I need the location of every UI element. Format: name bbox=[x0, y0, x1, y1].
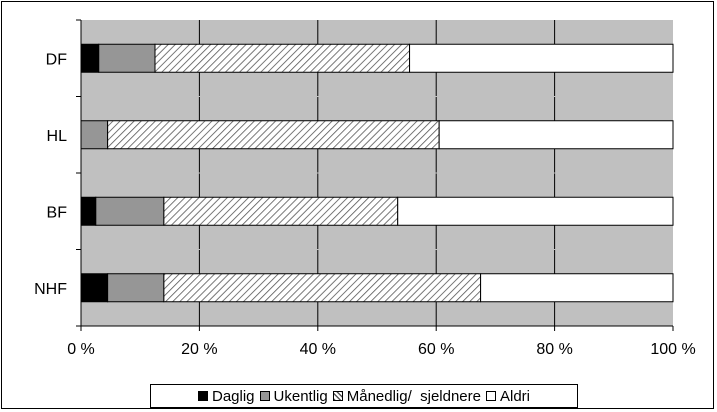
bar-nhf-2 bbox=[107, 273, 165, 303]
bar-df-2 bbox=[98, 43, 156, 73]
x-tick-label: 0 % bbox=[67, 341, 95, 358]
x-tick-label: 60 % bbox=[418, 341, 454, 358]
category-labels: DF HL BF NHF bbox=[34, 51, 67, 298]
category-label: NHF bbox=[34, 281, 67, 298]
legend-entry: Månedlig/ sjeldnere bbox=[332, 387, 481, 405]
bar-hl-4 bbox=[438, 120, 674, 150]
bar-nhf-1 bbox=[80, 273, 109, 303]
legend-label: Aldri bbox=[499, 387, 530, 405]
legend-swatch bbox=[485, 391, 496, 401]
bar-nhf-4 bbox=[480, 273, 674, 303]
legend-entry: Ukentlig bbox=[259, 387, 328, 405]
x-tick-label: 80 % bbox=[536, 341, 572, 358]
bar-bf-4 bbox=[397, 196, 674, 226]
x-tick-label: 40 % bbox=[300, 341, 336, 358]
category-label: BF bbox=[47, 204, 68, 221]
legend-entry: Aldri bbox=[485, 387, 530, 405]
category-label: HL bbox=[47, 128, 68, 145]
legend-swatch bbox=[198, 391, 208, 401]
bar-df-3 bbox=[154, 43, 411, 73]
category-label: DF bbox=[46, 51, 68, 68]
legend-label: Ukentlig bbox=[273, 387, 328, 405]
bar-df-1 bbox=[80, 43, 100, 73]
bar-bf-1 bbox=[80, 196, 97, 226]
legend-swatch bbox=[259, 391, 270, 401]
bar-nhf-3 bbox=[163, 273, 482, 303]
bar-bf-3 bbox=[163, 196, 399, 226]
bar-bf-2 bbox=[95, 196, 165, 226]
legend: Daglig Ukentlig Månedlig/ sjeldnere Aldri bbox=[150, 384, 578, 408]
legend-label: Månedlig/ sjeldnere bbox=[346, 387, 481, 405]
bar-df-4 bbox=[409, 43, 674, 73]
axes bbox=[76, 19, 674, 331]
x-tick-label: 100 % bbox=[650, 341, 695, 358]
bars bbox=[80, 43, 674, 303]
bar-hl-2 bbox=[80, 120, 109, 150]
bar-hl-3 bbox=[107, 120, 440, 150]
x-tick-labels: 0 % 20 % 40 % 60 % 80 % 100 % bbox=[67, 341, 695, 358]
x-tick-label: 20 % bbox=[181, 341, 217, 358]
legend-swatch bbox=[332, 391, 343, 401]
legend-entry: Daglig bbox=[198, 388, 255, 405]
legend-label: Daglig bbox=[212, 387, 255, 405]
